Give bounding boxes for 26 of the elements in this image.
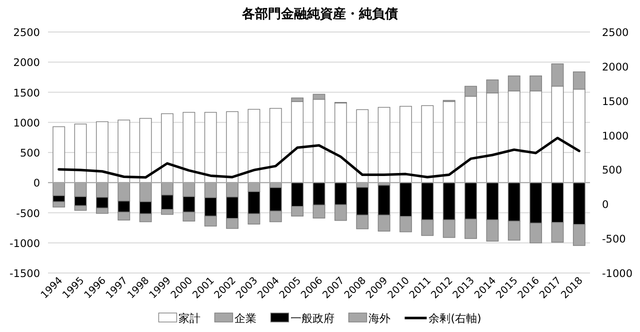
y2-tick-label: -500 bbox=[602, 234, 626, 246]
y-tick-label: 0 bbox=[33, 178, 40, 190]
y-tick-label: -1500 bbox=[9, 268, 40, 280]
y-tick-label: 2500 bbox=[13, 27, 40, 39]
y2-tick-label: 1000 bbox=[602, 130, 629, 142]
y-tick-label: -500 bbox=[16, 208, 40, 220]
y2-tick-label: -1000 bbox=[602, 268, 633, 280]
title: 各部門金融純資産・純負債 bbox=[242, 7, 398, 22]
y-tick-label: 2000 bbox=[13, 57, 40, 70]
legend-label: 家計 bbox=[178, 312, 201, 325]
y2-tick-label: 2500 bbox=[602, 27, 629, 39]
y2-tick-label: 1500 bbox=[602, 96, 629, 108]
y2-tick-label: 0 bbox=[602, 199, 609, 212]
legend-label: 企業 bbox=[234, 312, 257, 325]
y-tick-label: 500 bbox=[20, 148, 40, 160]
legend-label: 海外 bbox=[368, 312, 391, 325]
y-tick-label: 1000 bbox=[13, 117, 40, 130]
bar bbox=[356, 109, 369, 183]
bar bbox=[378, 106, 390, 183]
y-tick-label: -1000 bbox=[9, 238, 40, 250]
y2-tick-label: 2000 bbox=[602, 61, 629, 74]
legend-label: 一般政府 bbox=[290, 312, 335, 325]
y2-tick-label: 500 bbox=[602, 164, 622, 177]
line-series bbox=[58, 136, 580, 179]
y-tick-label: 1500 bbox=[13, 87, 40, 100]
legend-label: 余剰(右軸) bbox=[428, 312, 482, 325]
